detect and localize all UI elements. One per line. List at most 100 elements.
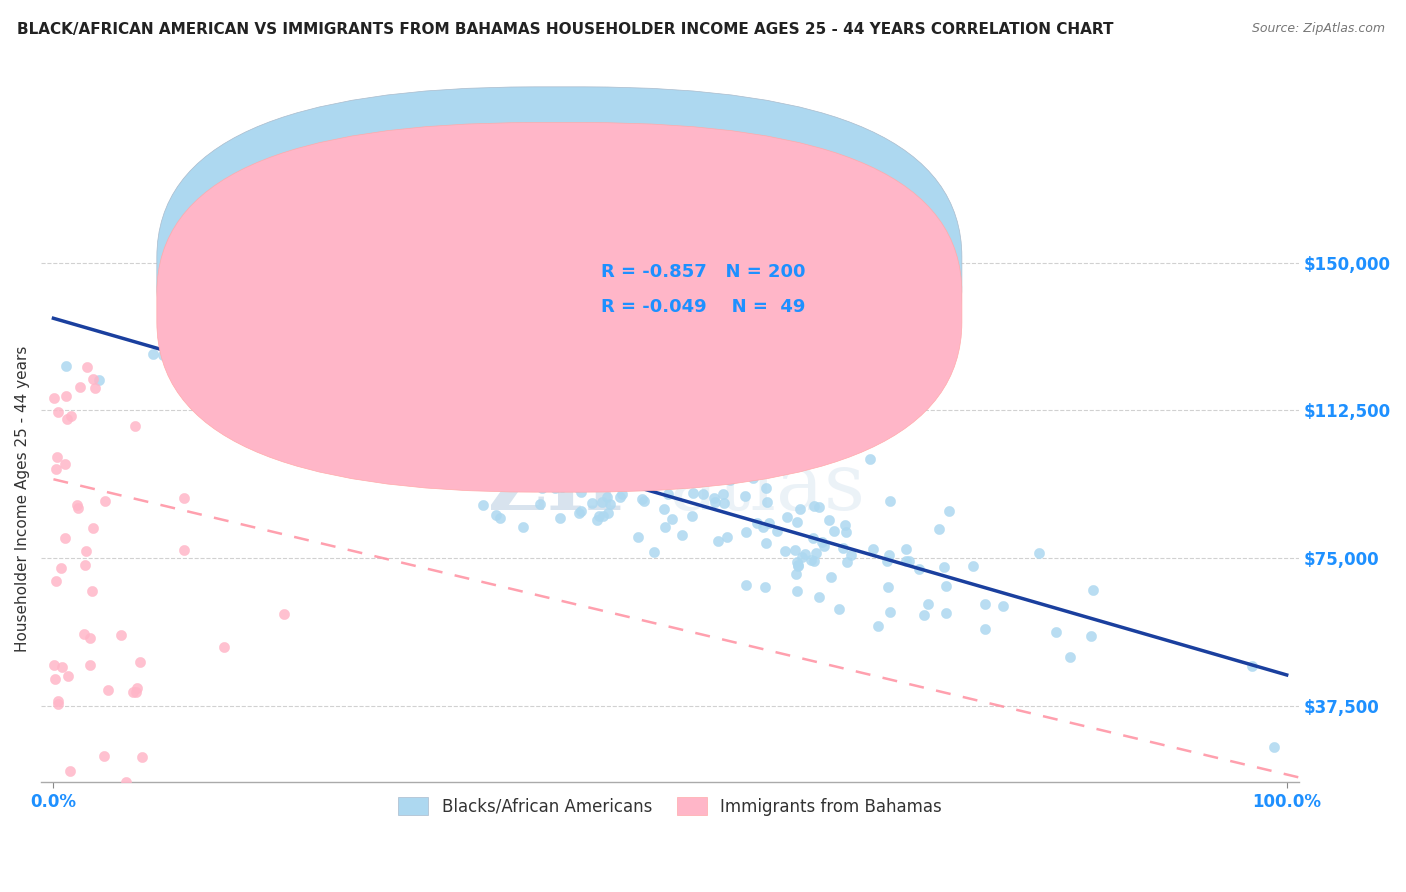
Point <box>83 381 105 395</box>
Point <box>173 491 195 505</box>
Point <box>766 524 789 538</box>
Point <box>512 520 534 534</box>
Point <box>565 480 588 494</box>
Point <box>53 531 76 545</box>
Point <box>122 684 145 698</box>
Point <box>762 374 785 388</box>
Point <box>652 501 675 516</box>
Point <box>962 559 984 574</box>
Point <box>633 467 655 482</box>
Point <box>813 539 835 553</box>
Point <box>637 453 659 467</box>
Text: atlas: atlas <box>671 449 865 526</box>
Point <box>485 395 508 409</box>
Point <box>46 450 69 465</box>
Point <box>93 749 115 764</box>
Point <box>818 513 841 527</box>
Point <box>48 405 70 419</box>
Point <box>783 543 806 558</box>
Point <box>752 520 775 534</box>
Point <box>531 475 554 490</box>
Point <box>897 554 920 568</box>
Point <box>485 406 508 420</box>
Point <box>657 486 679 500</box>
Text: ZIP: ZIP <box>488 449 645 526</box>
Point <box>42 391 65 405</box>
Point <box>671 528 693 542</box>
Point <box>876 554 898 568</box>
Point <box>786 559 808 574</box>
Point <box>308 392 330 406</box>
Point <box>599 410 621 425</box>
Point <box>243 398 266 412</box>
Point <box>80 584 103 599</box>
Point <box>326 387 349 401</box>
Point <box>803 554 825 568</box>
Point <box>626 530 648 544</box>
Point <box>93 494 115 508</box>
Point <box>502 431 524 445</box>
Point <box>555 472 578 486</box>
Point <box>398 364 420 378</box>
Point <box>636 451 658 466</box>
Point <box>450 389 472 403</box>
Point <box>451 391 474 405</box>
Point <box>513 417 536 431</box>
Point <box>758 516 780 531</box>
Point <box>804 546 827 560</box>
Point <box>711 486 734 500</box>
FancyBboxPatch shape <box>157 87 962 457</box>
Point <box>755 495 778 509</box>
FancyBboxPatch shape <box>506 238 859 334</box>
Point <box>786 583 808 598</box>
Point <box>44 673 66 687</box>
Point <box>97 682 120 697</box>
Point <box>713 496 735 510</box>
Point <box>131 749 153 764</box>
Point <box>596 490 619 504</box>
Point <box>472 498 495 512</box>
Point <box>222 794 245 808</box>
Point <box>879 605 901 619</box>
Point <box>173 543 195 558</box>
Point <box>1263 739 1285 754</box>
Point <box>553 430 575 444</box>
Point <box>935 606 957 620</box>
Point <box>973 622 995 636</box>
Point <box>222 399 245 413</box>
Y-axis label: Householder Income Ages 25 - 44 years: Householder Income Ages 25 - 44 years <box>15 346 30 652</box>
Point <box>793 548 815 562</box>
Point <box>603 450 626 465</box>
Point <box>599 497 621 511</box>
Point <box>932 559 955 574</box>
Point <box>82 372 104 386</box>
Point <box>681 508 703 523</box>
Text: R = -0.857   N = 200: R = -0.857 N = 200 <box>600 262 806 281</box>
Point <box>811 535 834 549</box>
Point <box>110 628 132 642</box>
Point <box>803 500 825 514</box>
Point <box>56 668 79 682</box>
Point <box>45 462 67 476</box>
Point <box>703 491 725 505</box>
Point <box>520 412 543 426</box>
Point <box>659 431 682 445</box>
Point <box>928 523 950 537</box>
Point <box>66 498 89 512</box>
Point <box>633 494 655 508</box>
Point <box>734 489 756 503</box>
Point <box>76 544 98 558</box>
Point <box>692 487 714 501</box>
Point <box>831 541 853 556</box>
Point <box>481 389 503 403</box>
Point <box>591 495 613 509</box>
Point <box>894 541 917 556</box>
Point <box>1081 583 1104 598</box>
Point <box>754 581 776 595</box>
Point <box>235 321 257 335</box>
Point <box>581 496 603 510</box>
Point <box>404 452 426 467</box>
Point <box>661 466 683 480</box>
Point <box>485 444 508 458</box>
Point <box>468 410 491 425</box>
